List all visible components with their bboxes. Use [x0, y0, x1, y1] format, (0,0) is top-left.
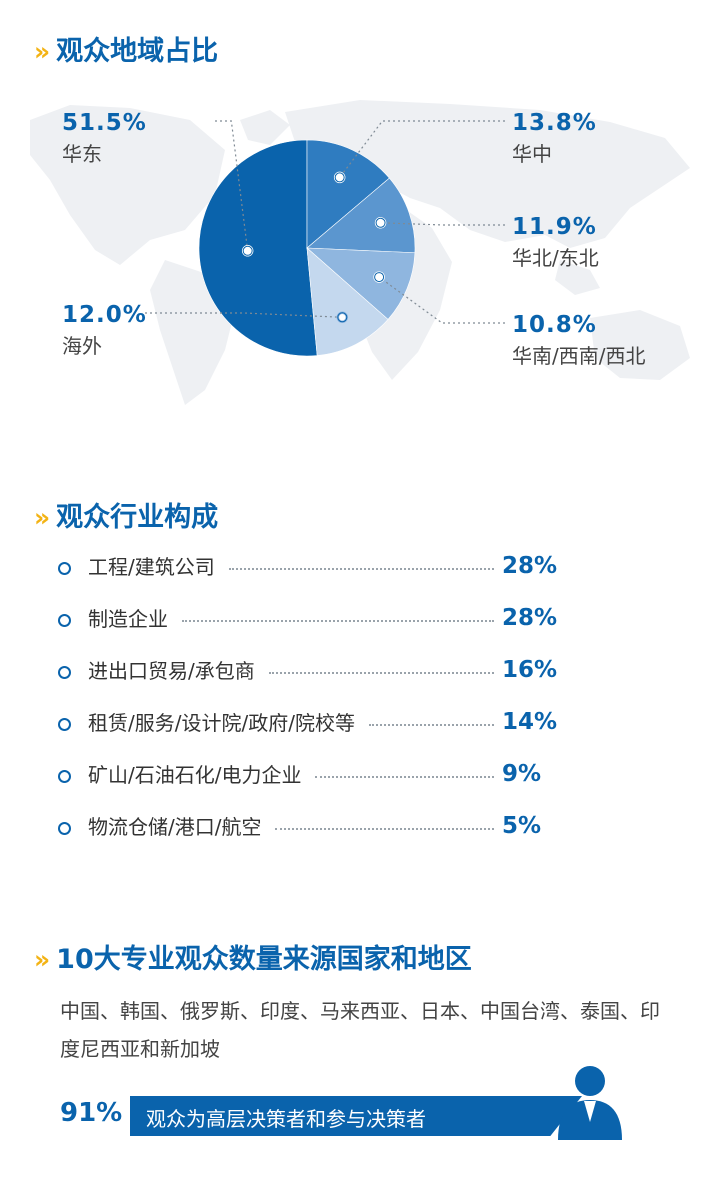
- industry-name: 物流仓储/港口/航空: [88, 815, 262, 839]
- pie-label-percent: 51.5%: [62, 110, 147, 136]
- industry-name: 工程/建筑公司: [88, 555, 215, 579]
- pie-label-north-northeast: 11.9% 华北/东北: [512, 214, 599, 270]
- industry-row: 物流仓储/港口/航空 5%: [58, 813, 578, 844]
- industry-row: 租赁/服务/设计院/政府/院校等 14%: [58, 709, 578, 740]
- pie-marker-ring: [374, 272, 385, 283]
- pie-label-central-china: 13.8% 华中: [512, 110, 597, 166]
- industry-percent: 5%: [502, 813, 542, 839]
- industry-row: 进出口贸易/承包商 16%: [58, 657, 578, 688]
- section-title-text: 10大专业观众数量来源国家和地区: [56, 944, 472, 975]
- bullet-circle-icon: [58, 718, 71, 731]
- pie-leader-lines: [145, 120, 505, 324]
- pie-label-overseas: 12.0% 海外: [62, 302, 147, 358]
- section-title-text: 观众地域占比: [56, 36, 219, 67]
- dotted-leader: [182, 620, 494, 622]
- decision-makers-text: 观众为高层决策者和参与决策者: [146, 1107, 426, 1131]
- section-title-region: » 观众地域占比: [34, 38, 218, 65]
- bullet-circle-icon: [58, 562, 71, 575]
- pie-leader-line: [378, 276, 505, 324]
- person-icon: [558, 1066, 622, 1140]
- bullet-circle-icon: [58, 770, 71, 783]
- decision-makers-percent: 91%: [60, 1098, 123, 1128]
- pie-label-region: 海外: [62, 333, 102, 358]
- dotted-leader: [229, 568, 494, 570]
- industry-name: 租赁/服务/设计院/政府/院校等: [88, 711, 355, 735]
- industry-row: 矿山/石油石化/电力企业 9%: [58, 761, 578, 792]
- industry-percent: 9%: [502, 761, 542, 787]
- pie-label-percent: 12.0%: [62, 302, 147, 328]
- bullet-circle-icon: [58, 822, 71, 835]
- pie-slice: [306, 247, 389, 356]
- industry-percent: 28%: [502, 605, 558, 631]
- industry-name: 矿山/石油石化/电力企业: [88, 763, 302, 787]
- industry-percent: 28%: [502, 553, 558, 579]
- pie-marker-ring: [337, 312, 348, 323]
- countries-list-text: 中国、韩国、俄罗斯、印度、马来西亚、日本、中国台湾、泰国、印度尼西亚和新加坡: [60, 999, 660, 1061]
- pie-label-percent: 10.8%: [512, 312, 597, 338]
- pie-leader-line: [339, 120, 505, 178]
- pie-markers: [241, 171, 387, 324]
- pie-label-region: 华中: [512, 141, 552, 166]
- pie-marker-ring: [242, 245, 253, 256]
- industry-row: 制造企业 28%: [58, 605, 578, 636]
- industry-name: 制造企业: [88, 607, 168, 631]
- region-pie-chart: [145, 120, 505, 357]
- pie-label-region: 华北/东北: [512, 245, 599, 270]
- section-title-text: 观众行业构成: [56, 502, 219, 533]
- pie-slices: [198, 139, 416, 357]
- pie-label-south-southwest-northwest: 10.8% 华南/西南/西北: [512, 312, 645, 368]
- bullet-circle-icon: [58, 614, 71, 627]
- pie-label-region: 华南/西南/西北: [512, 343, 646, 368]
- pie-label-percent: 13.8%: [512, 110, 597, 136]
- section-title-countries: » 10大专业观众数量来源国家和地区: [34, 946, 472, 973]
- pie-slice: [306, 247, 416, 320]
- pie-leader-line: [380, 222, 505, 226]
- section-title-industry: » 观众行业构成: [34, 504, 218, 531]
- dotted-leader: [315, 776, 494, 778]
- pie-marker-ring: [334, 172, 345, 183]
- pie-label-percent: 11.9%: [512, 214, 597, 240]
- dotted-leader: [269, 672, 494, 674]
- industry-row: 工程/建筑公司 28%: [58, 553, 578, 584]
- chevron-icon: »: [34, 945, 50, 974]
- dotted-leader: [275, 828, 494, 830]
- decision-makers-banner: [130, 1096, 582, 1136]
- pie-label-region: 华东: [62, 141, 102, 166]
- pie-marker-ring: [375, 217, 386, 228]
- pie-slice: [198, 139, 318, 357]
- industry-percent: 14%: [502, 709, 558, 735]
- bullet-circle-icon: [58, 666, 71, 679]
- world-map-background: [30, 100, 690, 405]
- industry-percent: 16%: [502, 657, 558, 683]
- dotted-leader: [369, 724, 494, 726]
- chevron-icon: »: [34, 503, 50, 532]
- pie-leader-line: [215, 120, 249, 251]
- pie-label-east-china: 51.5% 华东: [62, 110, 147, 166]
- pie-slice: [306, 139, 390, 249]
- industry-name: 进出口贸易/承包商: [88, 659, 255, 683]
- pie-slice: [306, 177, 416, 254]
